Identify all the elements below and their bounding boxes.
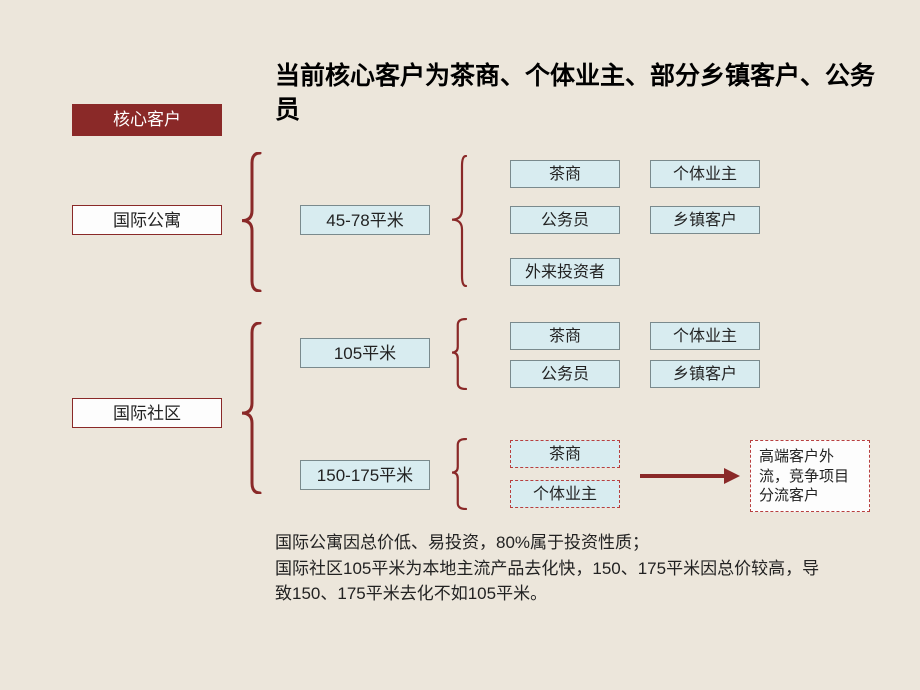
brace-icon xyxy=(450,155,468,287)
customer-box: 个体业主 xyxy=(650,322,760,350)
size-box: 45-78平米 xyxy=(300,205,430,235)
size-box: 105平米 xyxy=(300,338,430,368)
size-box: 150-175平米 xyxy=(300,460,430,490)
customer-box-dashed: 茶商 xyxy=(510,440,620,468)
customer-box: 外来投资者 xyxy=(510,258,620,286)
brace-icon xyxy=(450,318,468,390)
footer-line: 国际社区105平米为本地主流产品去化快，150、175平米因总价较高，导致150… xyxy=(275,559,819,604)
customer-box: 公务员 xyxy=(510,206,620,234)
category-box: 国际社区 xyxy=(72,398,222,428)
customer-box: 茶商 xyxy=(510,322,620,350)
customer-box: 乡镇客户 xyxy=(650,206,760,234)
footer-line: 国际公寓因总价低、易投资，80%属于投资性质； xyxy=(275,533,649,552)
brace-icon xyxy=(240,152,262,292)
core-customer-badge: 核心客户 xyxy=(72,104,222,136)
page-title: 当前核心客户为茶商、个体业主、部分乡镇客户、公务员 xyxy=(275,60,875,128)
customer-box: 乡镇客户 xyxy=(650,360,760,388)
customer-box: 公务员 xyxy=(510,360,620,388)
category-box: 国际公寓 xyxy=(72,205,222,235)
customer-box: 茶商 xyxy=(510,160,620,188)
customer-box-dashed: 个体业主 xyxy=(510,480,620,508)
note-box: 高端客户外流，竞争项目分流客户 xyxy=(750,440,870,512)
footer-text: 国际公寓因总价低、易投资，80%属于投资性质； 国际社区105平米为本地主流产品… xyxy=(275,530,835,607)
brace-icon xyxy=(240,322,262,494)
arrow-icon xyxy=(640,468,740,482)
customer-box: 个体业主 xyxy=(650,160,760,188)
brace-icon xyxy=(450,438,468,510)
